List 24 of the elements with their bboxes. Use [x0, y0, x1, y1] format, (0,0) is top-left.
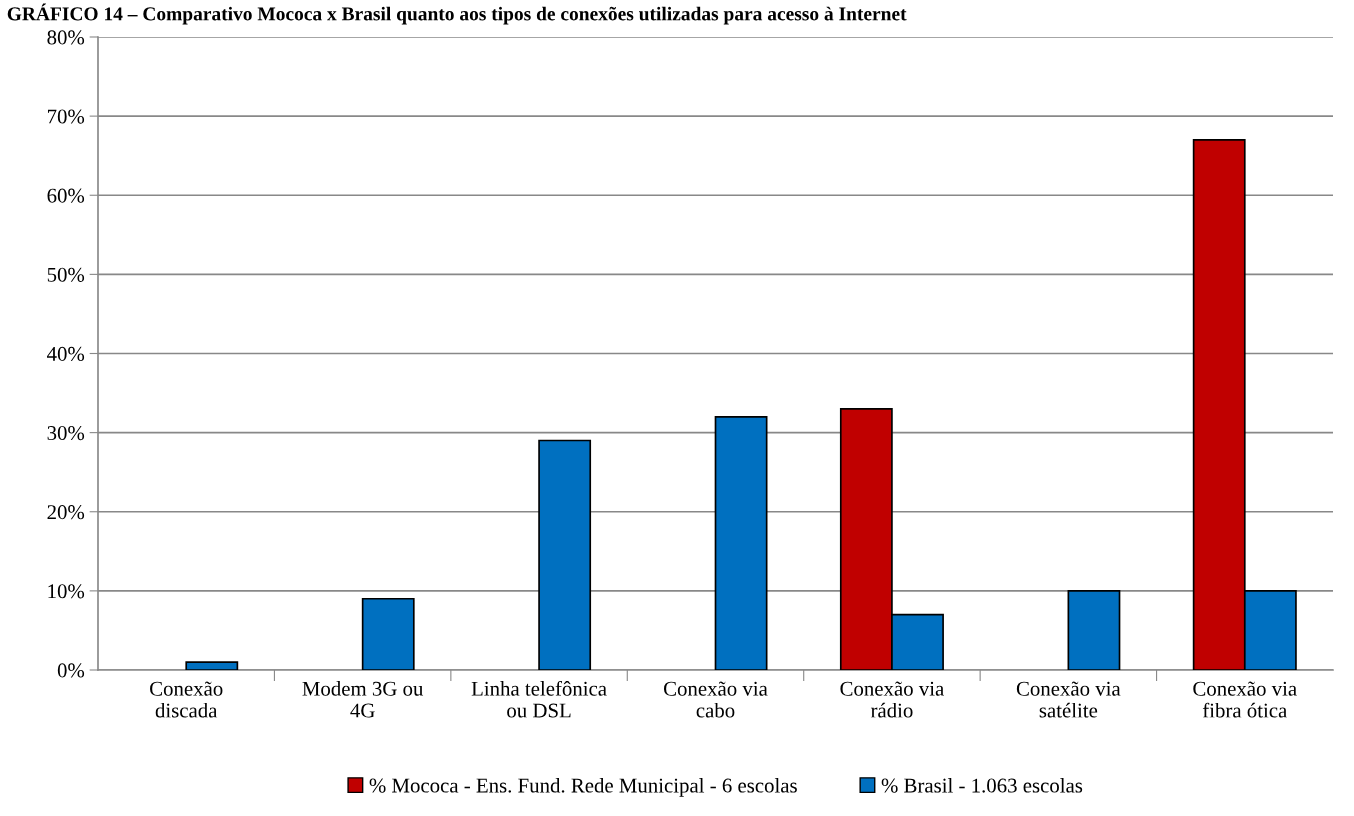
bar — [1067, 590, 1121, 670]
x-tick-label: Modem 3G ou 4G — [302, 681, 424, 718]
y-tick-label: 20% — [47, 505, 85, 520]
y-tick-label: 70% — [47, 109, 85, 124]
bar — [538, 439, 592, 670]
x-tick-label: Linha telefônica ou DSL — [471, 680, 607, 718]
bar — [185, 661, 239, 670]
legend-label: % Brasil - 1.063 escolas — [881, 777, 1083, 793]
legend-label: % Mococa - Ens. Fund. Rede Municipal - 6 escolas — [369, 777, 797, 797]
x-tick-label: Conexão via fibra ótica — [1193, 681, 1297, 718]
y-tick-label: 80% — [47, 30, 85, 45]
bar — [714, 415, 768, 670]
chart-title: GRÁFICO 14 – Comparativo Mococa x Brasil quanto aos tipos de conexões utilizadas para acesso à Internet — [7, 3, 907, 25]
y-tick-label: 40% — [47, 346, 85, 361]
y-tick-label: 60% — [47, 188, 85, 203]
y-tick-label: 10% — [48, 584, 85, 599]
x-tick-label: Conexão via rádio — [840, 681, 944, 718]
x-tick-label: Conexão discada — [150, 681, 223, 718]
y-tick-label: 0% — [57, 663, 85, 678]
x-tick-label: Conexão via cabo — [664, 681, 768, 718]
y-tick-label: 30% — [47, 426, 85, 441]
x-tick-label: Conexão via satélite — [1016, 681, 1121, 718]
bar — [361, 597, 415, 670]
y-tick-label: 50% — [47, 267, 85, 282]
